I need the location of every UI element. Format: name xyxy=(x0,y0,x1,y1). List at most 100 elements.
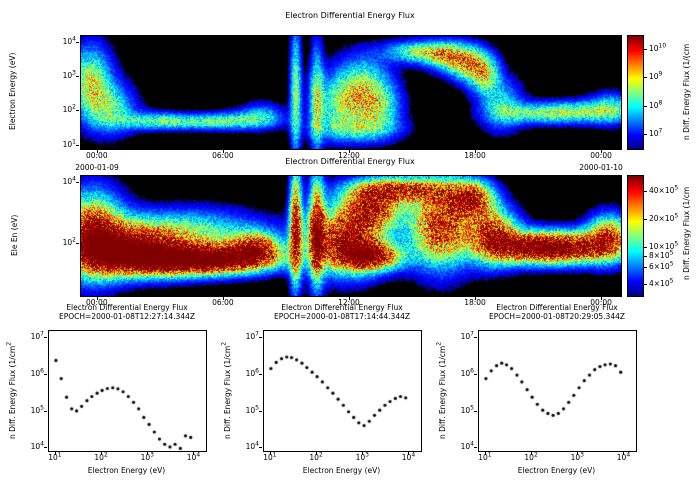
top-yaxis-tick-label: 103 xyxy=(62,69,76,81)
flux-profile-3-plot[interactable] xyxy=(478,330,637,452)
middle-xaxis-tick-label: 00:00 xyxy=(590,298,612,307)
top-xaxis-tick-label: 06:00 xyxy=(212,151,234,160)
middle-colorbar-tick-label: 40×105 xyxy=(649,184,679,196)
flux-profile-2-xtick-label: 103 xyxy=(355,451,369,462)
tick-mark xyxy=(54,452,56,455)
flux-profile-2-canvas[interactable] xyxy=(264,331,421,451)
middle-colorbar-label: n Diff. Energy Flux (1/cm xyxy=(682,186,691,281)
tick-mark xyxy=(644,283,647,285)
top-xaxis-tick-label: 12:00 xyxy=(338,151,360,160)
top-colorbar-tick-label: 1010 xyxy=(649,42,667,54)
tick-mark xyxy=(147,452,149,455)
tick-mark xyxy=(362,452,364,455)
tick-mark xyxy=(44,337,47,339)
flux-profile-1-ytick-label: 105 xyxy=(30,404,44,415)
flux-profile-2-ytick-label: 107 xyxy=(245,330,259,342)
flux-profile-2-plot[interactable] xyxy=(263,330,422,452)
middle-yaxis-tick-label: 102 xyxy=(62,236,76,248)
tick-mark xyxy=(101,452,103,455)
flux-profile-3-xtick-label: 103 xyxy=(570,451,584,462)
tick-mark xyxy=(644,191,647,193)
tick-mark xyxy=(259,337,262,339)
middle-colorbar-tick-label: 4×105 xyxy=(649,277,674,288)
tick-mark xyxy=(269,452,271,455)
tick-mark xyxy=(259,374,262,376)
flux-profile-2-ytick-label: 105 xyxy=(245,404,259,415)
flux-profile-3-ytick-label: 104 xyxy=(460,440,474,452)
tick-mark xyxy=(601,297,603,300)
top-yaxis-tick-label: 104 xyxy=(62,35,76,46)
tick-mark xyxy=(577,452,579,455)
flux-profile-1-ylabel: n Diff. Energy Flux (1/cm2 xyxy=(5,341,18,439)
middle-spectrogram-canvas[interactable] xyxy=(81,176,621,296)
tick-mark xyxy=(348,297,350,300)
tick-mark xyxy=(644,267,647,269)
middle-spectrogram-plot[interactable] xyxy=(80,175,622,297)
flux-profile-2-xtick-label: 104 xyxy=(401,451,416,462)
middle-xaxis-tick-label: 12:00 xyxy=(338,298,360,307)
middle-xaxis-tick-label: 18:00 xyxy=(464,298,486,307)
flux-profile-1-title: Electron Differential Energy Flux xyxy=(66,303,188,312)
middle-colorbar-tick-label: 10×105 xyxy=(649,240,679,251)
top-spectrogram-plot[interactable] xyxy=(80,35,622,150)
tick-mark xyxy=(623,452,625,455)
flux-profile-1-xtick-label: 102 xyxy=(94,451,108,462)
flux-profile-2-title: Electron Differential Energy Flux xyxy=(281,303,403,312)
tick-mark xyxy=(316,452,318,455)
flux-profile-3-canvas[interactable] xyxy=(479,331,636,451)
tick-mark xyxy=(474,410,477,412)
flux-profile-3-xtick-label: 104 xyxy=(616,451,631,462)
tick-mark xyxy=(96,297,98,300)
tick-mark xyxy=(76,144,79,146)
middle-xaxis-tick-label: 06:00 xyxy=(212,298,234,307)
tick-mark xyxy=(76,182,79,184)
flux-profile-1-canvas[interactable] xyxy=(49,331,206,451)
tick-mark xyxy=(76,243,79,245)
tick-mark xyxy=(76,41,79,43)
flux-profile-2-xlabel: Electron Energy (eV) xyxy=(302,466,381,475)
middle-colorbar xyxy=(627,175,644,297)
top-xaxis-tick-label: 00:00 xyxy=(590,151,612,160)
flux-profile-1-ytick-label: 107 xyxy=(30,330,44,342)
tick-mark xyxy=(475,150,477,153)
middle-spectrogram-title: Electron Differential Energy Flux xyxy=(285,157,415,166)
middle-spectrogram-ylabel: Ele En (eV) xyxy=(10,214,19,256)
flux-profile-3-xtick-label: 101 xyxy=(478,451,492,462)
tick-mark xyxy=(96,150,98,153)
tick-mark xyxy=(644,77,647,79)
flux-profile-1-plot[interactable] xyxy=(48,330,207,452)
tick-mark xyxy=(408,452,410,455)
tick-mark xyxy=(76,76,79,78)
top-spectrogram-ylabel: Electron Energy (eV) xyxy=(8,52,17,131)
middle-colorbar-tick-label: 20×105 xyxy=(649,212,679,224)
top-colorbar-tick-label: 107 xyxy=(649,127,663,138)
top-colorbar-tick-label: 108 xyxy=(649,99,663,110)
top-yaxis-tick-label: 101 xyxy=(62,138,76,149)
tick-mark xyxy=(222,297,224,300)
flux-profile-1-subtitle: EPOCH=2000-01-08T12:27:14.344Z xyxy=(58,312,195,321)
tick-mark xyxy=(193,452,195,455)
top-xaxis-tick-label: 18:00 xyxy=(464,151,486,160)
top-spectrogram-canvas[interactable] xyxy=(81,36,621,149)
tick-mark xyxy=(259,410,262,412)
tick-mark xyxy=(601,150,603,153)
top-xaxis-date-end: 2000-01-10 xyxy=(579,163,623,172)
flux-profile-3-xtick-label: 102 xyxy=(524,451,538,462)
top-colorbar xyxy=(627,35,644,150)
tick-mark xyxy=(644,247,647,248)
tick-mark xyxy=(644,49,647,51)
top-colorbar-label: n Diff. Energy Flux (1/(cm xyxy=(682,43,691,140)
middle-colorbar-tick-label: 8×105 xyxy=(649,249,674,260)
tick-mark xyxy=(644,133,647,135)
flux-profile-1-ytick-label: 104 xyxy=(30,440,44,452)
flux-profile-2-ytick-label: 104 xyxy=(245,440,259,452)
tick-mark xyxy=(222,150,224,153)
tick-mark xyxy=(259,447,262,449)
flux-profile-1-xtick-label: 104 xyxy=(186,451,201,462)
flux-profile-1-xtick-label: 101 xyxy=(48,451,62,462)
flux-profile-2-ytick-label: 106 xyxy=(245,367,259,379)
flux-profile-1-ytick-label: 106 xyxy=(30,367,44,379)
tick-mark xyxy=(644,105,647,107)
tick-mark xyxy=(44,447,47,449)
